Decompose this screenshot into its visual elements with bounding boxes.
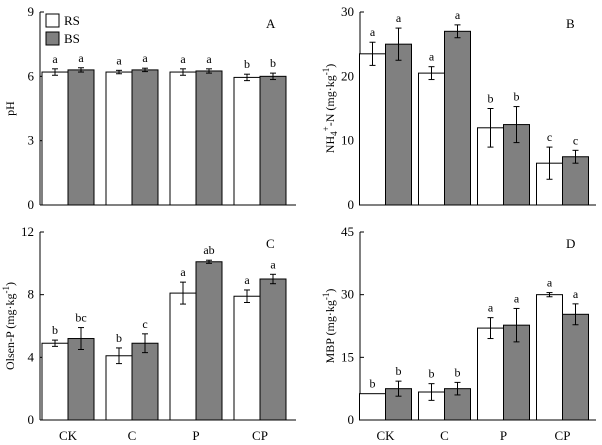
significance-label: b: [396, 364, 402, 378]
significance-label: a: [514, 291, 520, 305]
bar-RS-CP: [233, 76, 261, 206]
legend-swatch-BS: [45, 31, 60, 46]
bar-BS-CP: [562, 156, 589, 206]
panel-A: 0 3 6 9 pH Aa a a a a a b b: [3, 4, 296, 212]
significance-label: b: [455, 365, 461, 379]
bar-RS-P: [477, 327, 504, 421]
panel-D: 0 15 30 45 MBP (mg·kg-1) Db b CK b b Ca a Pa a CP: [321, 224, 596, 443]
bar-RS-CK: [41, 342, 69, 421]
y-tick-label: 45: [341, 224, 354, 239]
legend-swatch-RS: [45, 13, 60, 28]
y-axis-label: pH: [3, 101, 17, 116]
significance-label: b: [116, 331, 122, 345]
bar-RS-P: [169, 292, 197, 421]
bar-BS-CK: [385, 43, 412, 206]
significance-label: a: [244, 273, 250, 287]
significance-label: c: [142, 317, 147, 331]
bar-BS-C: [444, 30, 471, 206]
y-tick-label: 30: [341, 287, 354, 302]
significance-label: a: [370, 25, 376, 39]
significance-label: b: [370, 377, 376, 391]
y-tick-label: 3: [28, 133, 35, 148]
significance-label: a: [270, 257, 276, 271]
category-label: CK: [376, 428, 395, 443]
y-tick-label: 9: [28, 4, 35, 19]
y-axis-label: Olsen-P (mg·kg-1): [1, 282, 17, 370]
bar-BS-CP: [259, 75, 287, 206]
bar-BS-C: [131, 69, 159, 206]
y-tick-label: 0: [348, 412, 355, 427]
bar-RS-P: [169, 71, 197, 206]
significance-label: ab: [203, 243, 214, 257]
panel-letter: D: [566, 236, 575, 251]
significance-label: b: [270, 56, 276, 70]
bar-RS-CK: [359, 53, 386, 206]
bar-BS-P: [195, 261, 223, 421]
y-tick-label: 20: [341, 68, 354, 83]
y-tick-label: 15: [341, 349, 354, 364]
bar-RS-CK: [359, 393, 386, 421]
bar-RS-CP: [233, 295, 261, 421]
category-label: CP: [252, 428, 268, 443]
category-label: P: [192, 428, 199, 443]
y-tick-label: 0: [28, 197, 35, 212]
bar-RS-C: [105, 355, 133, 421]
y-tick-label: 10: [341, 133, 354, 148]
y-tick-label: 30: [341, 4, 354, 19]
bar-RS-C: [418, 72, 445, 206]
significance-label: a: [573, 287, 579, 301]
significance-label: a: [455, 8, 461, 22]
y-axis-label: NH4+-N (mg·kg-1): [321, 64, 339, 153]
legend-label: BS: [64, 31, 80, 46]
bar-BS-CK: [67, 69, 95, 206]
significance-label: bc: [75, 311, 86, 325]
bar-RS-CP: [536, 294, 563, 421]
y-tick-label: 0: [348, 197, 355, 212]
y-tick-label: 0: [28, 412, 35, 427]
legend-label: RS: [64, 13, 80, 28]
bar-BS-CK: [67, 338, 95, 421]
significance-label: a: [396, 11, 402, 25]
panel-B: 0 10 20 30 NH4+-N (mg·kg-1) Ba a a a b b c c: [321, 4, 596, 212]
category-label: CK: [59, 428, 78, 443]
category-label: C: [440, 428, 449, 443]
y-tick-label: 12: [21, 224, 34, 239]
y-tick-label: 8: [28, 287, 35, 302]
panel-letter: B: [566, 16, 575, 31]
significance-label: b: [244, 57, 250, 71]
y-axis-label: MBP (mg·kg-1): [321, 289, 337, 364]
bar-BS-C: [131, 342, 159, 421]
category-label: P: [500, 428, 507, 443]
bar-BS-CP: [259, 278, 287, 421]
significance-label: a: [78, 51, 84, 65]
bar-BS-CP: [562, 313, 589, 421]
significance-label: a: [206, 52, 212, 66]
significance-label: b: [488, 92, 494, 106]
y-tick-label: 6: [28, 68, 35, 83]
bar-RS-C: [105, 71, 133, 206]
significance-label: a: [142, 51, 148, 65]
y-tick-label: 4: [28, 349, 35, 364]
significance-label: a: [180, 52, 186, 66]
significance-label: a: [116, 53, 122, 67]
bar-RS-CK: [41, 71, 69, 206]
category-label: C: [128, 428, 137, 443]
significance-label: a: [180, 265, 186, 279]
significance-label: c: [547, 130, 552, 144]
legend: RS BS: [45, 13, 80, 46]
significance-label: a: [52, 52, 58, 66]
category-label: CP: [555, 428, 571, 443]
significance-label: b: [429, 367, 435, 381]
significance-label: b: [52, 323, 58, 337]
bar-BS-P: [195, 70, 223, 206]
panel-letter: A: [266, 16, 276, 31]
significance-label: a: [429, 50, 435, 64]
significance-label: a: [488, 301, 494, 315]
significance-label: b: [514, 90, 520, 104]
significance-label: c: [573, 133, 578, 147]
significance-label: a: [547, 276, 553, 290]
panel-letter: C: [266, 236, 275, 251]
